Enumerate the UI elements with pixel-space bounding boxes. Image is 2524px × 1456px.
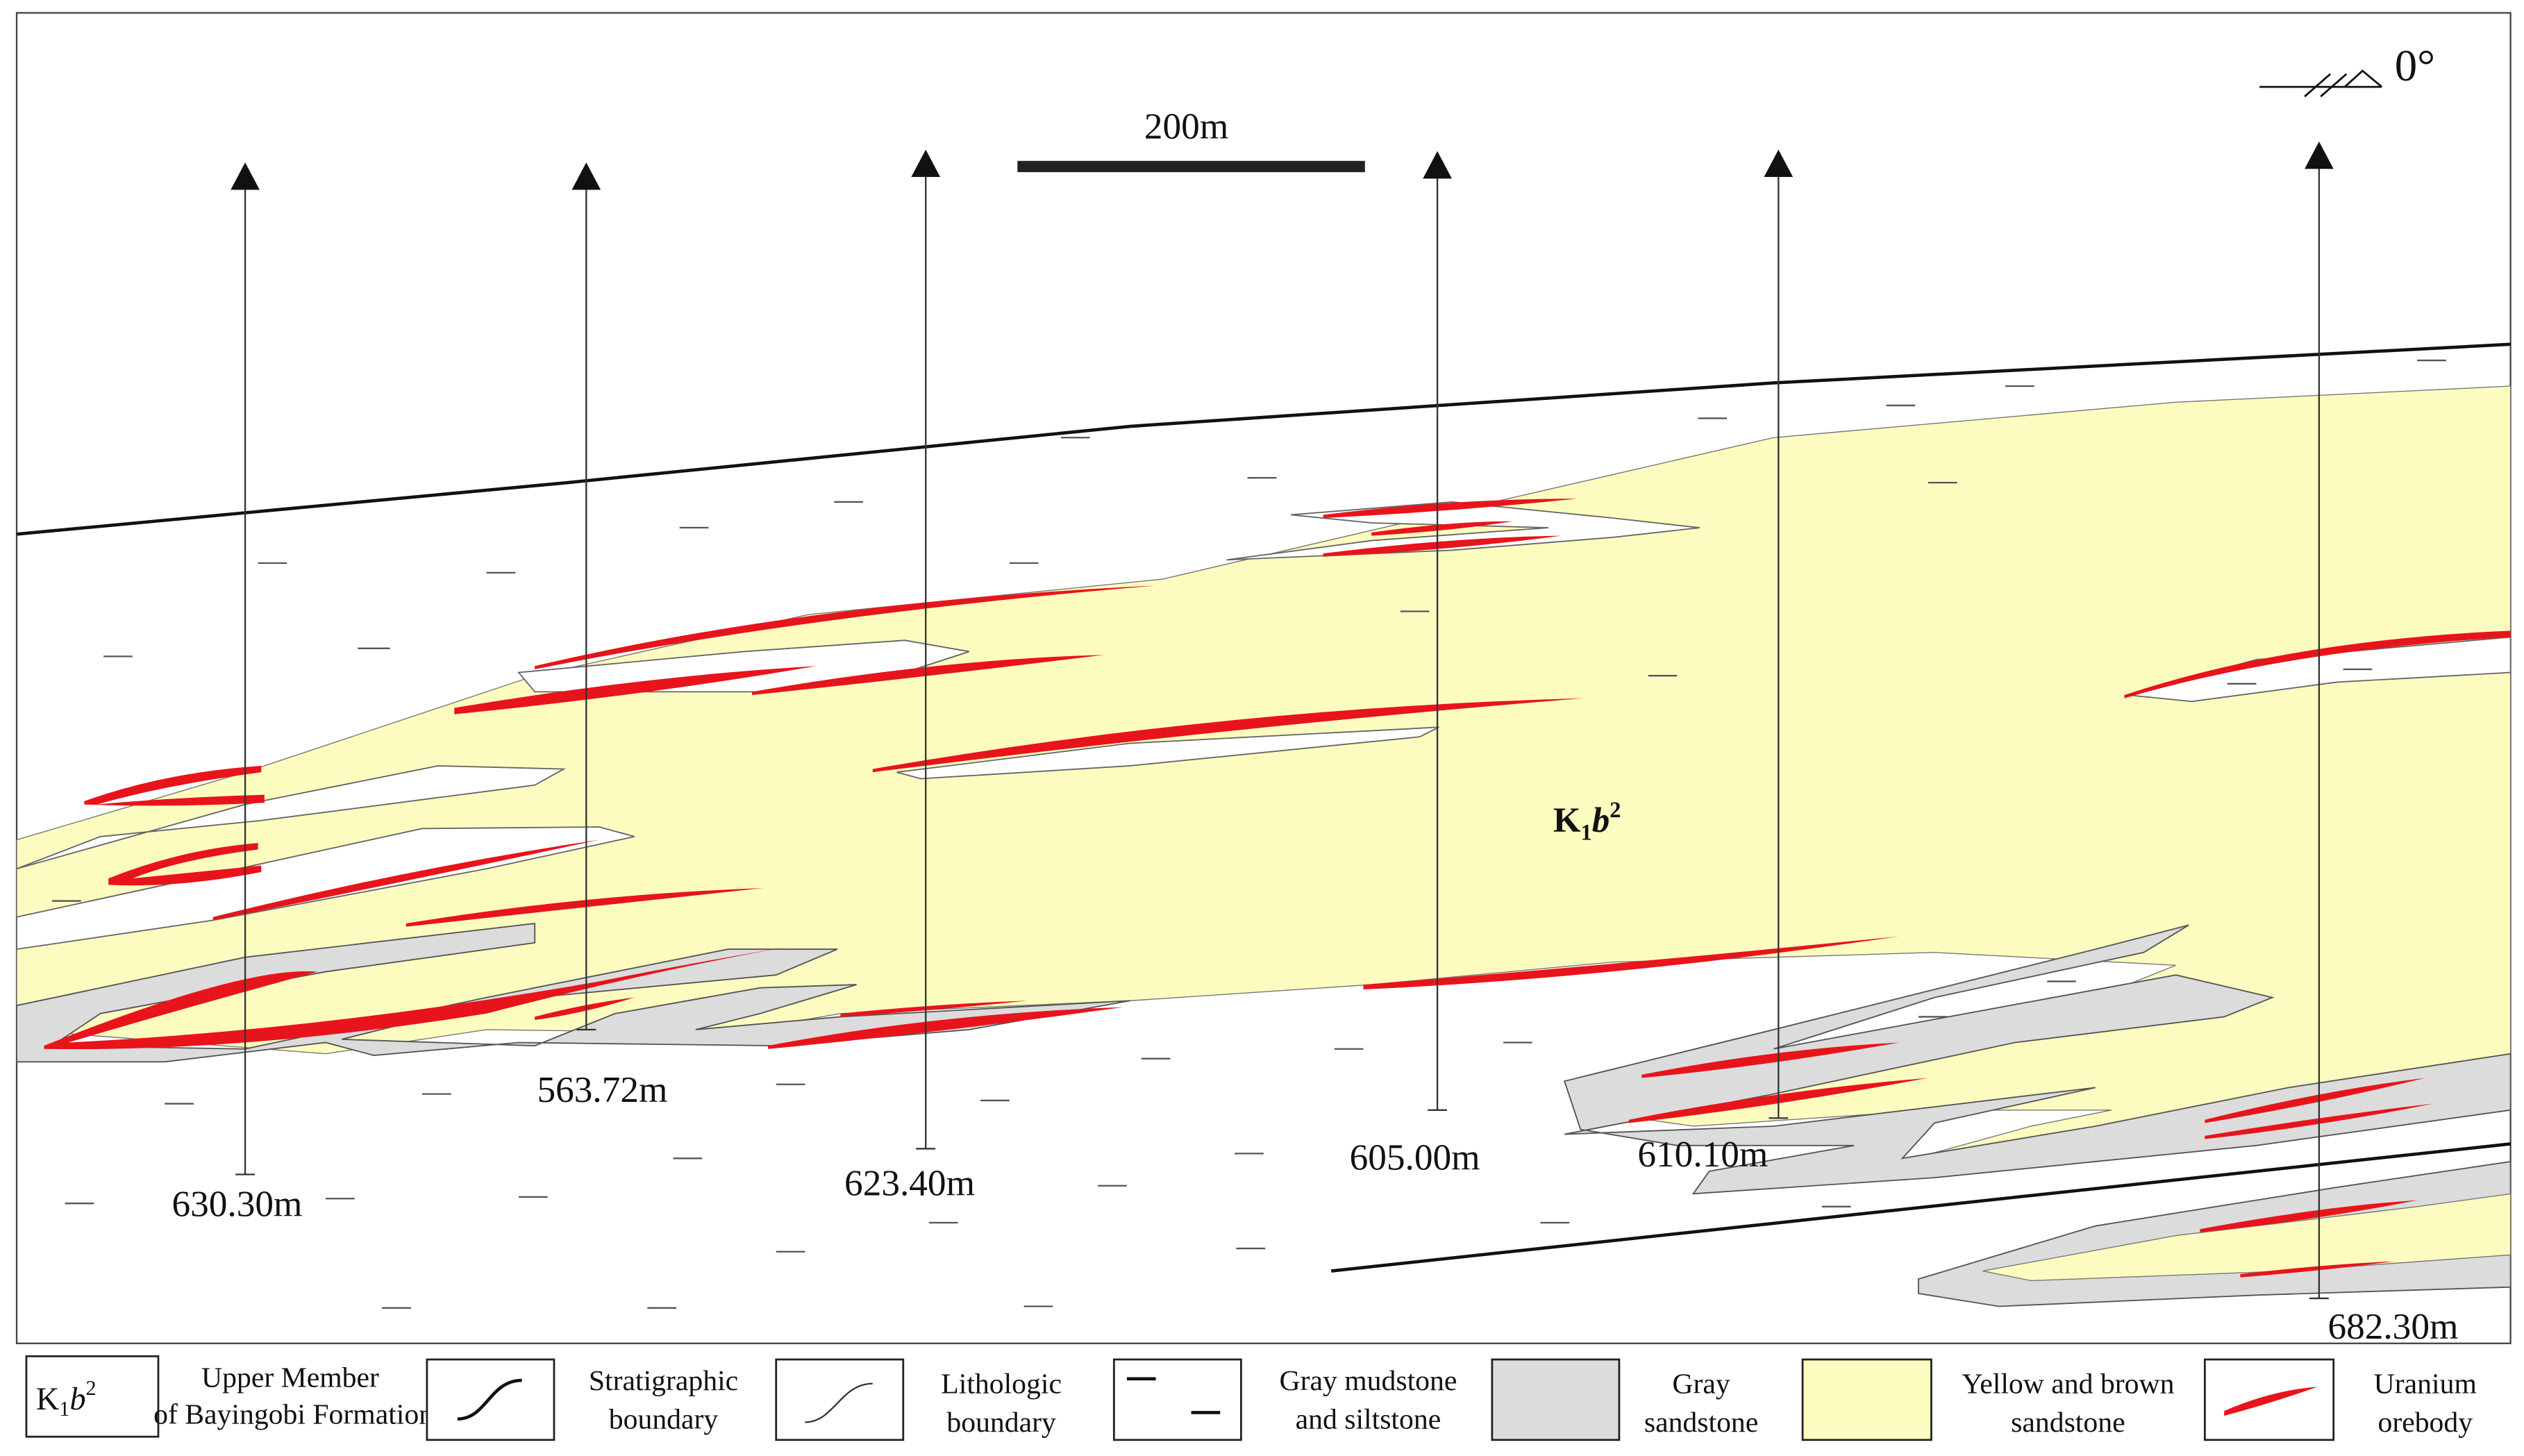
legend-label: Gray	[1672, 1369, 1730, 1400]
legend-orebody	[2224, 1387, 2318, 1416]
legend-label: Uranium	[2374, 1369, 2477, 1400]
legend-label: Lithologic	[941, 1369, 1062, 1400]
stratigraphic-boundary	[1330, 1142, 2511, 1273]
legend-stratigraphic	[457, 1378, 522, 1421]
legend-label: Stratigraphic	[589, 1365, 738, 1397]
legend-symbol-base: K	[36, 1382, 59, 1417]
legend-box	[775, 1358, 905, 1441]
borehole-depth: 630.30m	[172, 1184, 303, 1225]
legend-label: sandstone	[1644, 1407, 1758, 1439]
legend-label: Gray mudstone	[1279, 1365, 1457, 1397]
borehole-depth: 610.10m	[1637, 1134, 1768, 1175]
stratigraphic-boundary	[16, 342, 2511, 536]
borehole-depth: 623.40m	[844, 1163, 975, 1204]
legend: K1b2 Upper Member of Bayingobi Formation…	[25, 1355, 2477, 1441]
mudstone-dashes	[52, 359, 2446, 1309]
formation-label: K1b2	[1553, 798, 1621, 845]
uranium-orebodies	[44, 499, 2511, 1278]
formation-base: K	[1553, 801, 1581, 840]
legend-symbol-italic: b	[69, 1382, 85, 1417]
legend-label: and siltstone	[1296, 1404, 1441, 1436]
scale-label: 200m	[1144, 106, 1228, 147]
borehole-arrows	[231, 141, 2334, 190]
formation-superscript: 2	[1610, 798, 1621, 823]
legend-label: boundary	[946, 1407, 1056, 1439]
legend-gray-box	[1491, 1358, 1621, 1441]
borehole-depth: 682.30m	[2327, 1306, 2458, 1347]
legend-label: Upper Member	[201, 1362, 379, 1394]
legend-box	[1112, 1358, 1242, 1441]
borehole-depth: 605.00m	[1350, 1137, 1480, 1178]
legend-label: Yellow and brown	[1962, 1369, 2174, 1400]
legend-yellow-box	[1801, 1358, 1932, 1441]
legend-lithologic	[805, 1382, 873, 1423]
legend-symbol-subscript: 1	[59, 1397, 69, 1421]
dip-angle: 0°	[2395, 41, 2435, 91]
formation-italic: b	[1592, 801, 1610, 840]
legend-label: orebody	[2377, 1407, 2473, 1439]
legend-symbol: K1b2	[36, 1376, 97, 1421]
legend-label: boundary	[609, 1404, 719, 1436]
formation-subscript: 1	[1581, 821, 1592, 846]
legend-label: sandstone	[2011, 1407, 2125, 1439]
legend-label: of Bayingobi Formation	[153, 1399, 433, 1431]
dip-symbol	[2259, 69, 2383, 98]
mudstone-lenses	[16, 501, 2512, 951]
yellow-lens	[1982, 1193, 2512, 1282]
borehole-depth: 563.72m	[537, 1069, 667, 1110]
scale-bar	[1017, 160, 1365, 172]
legend-box	[25, 1355, 160, 1438]
boreholes	[235, 156, 2329, 1300]
legend-symbol-superscript: 2	[86, 1376, 97, 1400]
